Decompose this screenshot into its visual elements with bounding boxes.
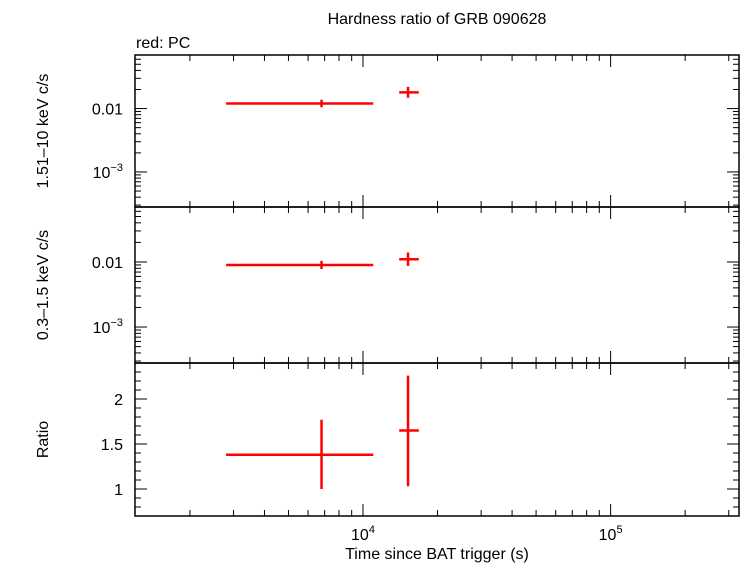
chart-panels: 0.01 10−3 1.51–10 keV c/s 0.01 10−3 0.3–1.5 k… bbox=[35, 54, 740, 544]
y-axis-label: 1.51–10 keV c/s bbox=[35, 74, 52, 189]
panel-3: 1 1.5 2 Ratio 104 105 bbox=[35, 362, 740, 544]
data-point bbox=[399, 375, 419, 487]
y-tick-label: 0.01 bbox=[92, 255, 123, 272]
panel-frame bbox=[134, 54, 740, 208]
x-tick-label: 105 bbox=[599, 524, 623, 544]
data-point bbox=[399, 86, 419, 98]
x-tick-label: 104 bbox=[351, 524, 375, 544]
y-tick-label: 10−3 bbox=[93, 162, 123, 182]
y-tick-label: 10−3 bbox=[93, 317, 123, 337]
y-axis-label: 0.3–1.5 keV c/s bbox=[35, 230, 52, 340]
chart-title: Hardness ratio of GRB 090628 bbox=[328, 11, 547, 28]
panel-frame bbox=[134, 206, 740, 364]
x-axis-label: Time since BAT trigger (s) bbox=[345, 546, 529, 563]
panel-2: 0.01 10−3 0.3–1.5 keV c/s bbox=[35, 206, 740, 364]
data-point bbox=[226, 260, 374, 269]
data-point bbox=[226, 419, 374, 489]
data-point bbox=[226, 99, 374, 108]
y-tick-label: 2 bbox=[114, 392, 123, 409]
y-tick-label: 0.01 bbox=[92, 102, 123, 119]
y-tick-label: 1.5 bbox=[101, 437, 123, 454]
y-axis-label: Ratio bbox=[35, 421, 52, 458]
legend-note: red: PC bbox=[136, 35, 190, 52]
data-point bbox=[399, 252, 419, 266]
panel-1: 0.01 10−3 1.51–10 keV c/s bbox=[35, 54, 740, 208]
y-tick-label: 1 bbox=[114, 482, 123, 499]
panel-frame bbox=[134, 362, 740, 517]
